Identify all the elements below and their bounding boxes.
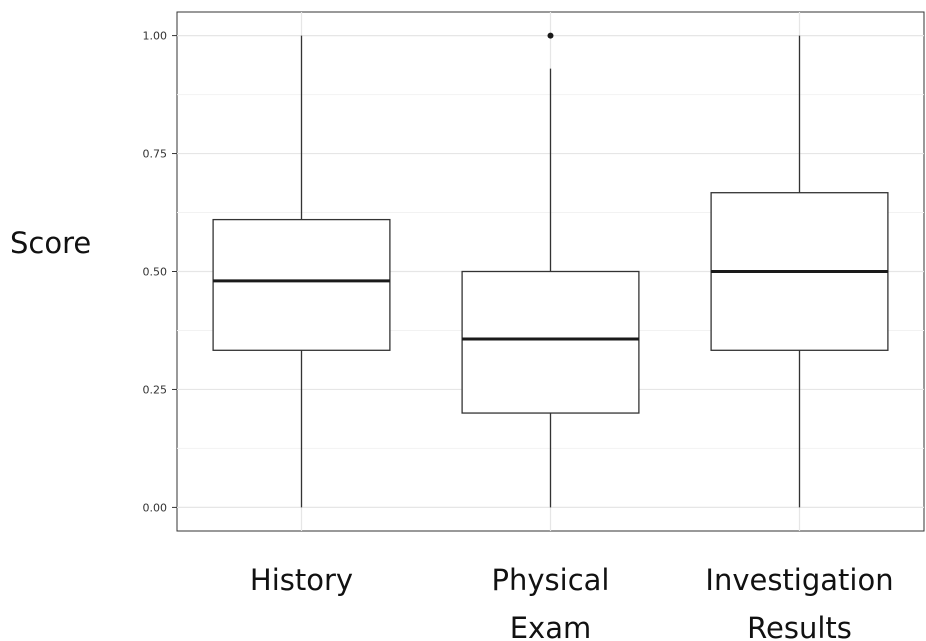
y-tick-label: 0.00 <box>143 501 168 514</box>
y-axis-title: Score <box>10 226 91 260</box>
outlier-point <box>547 32 554 39</box>
x-category-label: Investigation <box>705 563 893 597</box>
y-tick-label: 0.50 <box>143 266 168 279</box>
boxes-layer <box>212 32 889 508</box>
y-tick-label: 0.75 <box>143 148 168 161</box>
box-group <box>461 32 640 508</box>
box-group <box>212 35 391 508</box>
box-iqr <box>212 218 391 351</box>
y-tick-label: 1.00 <box>143 30 168 43</box>
x-category-label: Exam <box>510 611 592 641</box>
x-category-label: Physical <box>492 563 610 597</box>
y-tick-label: 0.25 <box>143 383 168 396</box>
x-axis-labels: History Physical Exam Investigation Results <box>250 563 894 641</box>
x-category-label: Results <box>747 611 852 641</box>
box-iqr <box>461 270 640 414</box>
x-category-label: History <box>250 563 353 597</box>
box-group <box>710 35 889 508</box>
y-axis-ticks: 0.00 0.25 0.50 0.75 1.00 <box>143 30 177 514</box>
